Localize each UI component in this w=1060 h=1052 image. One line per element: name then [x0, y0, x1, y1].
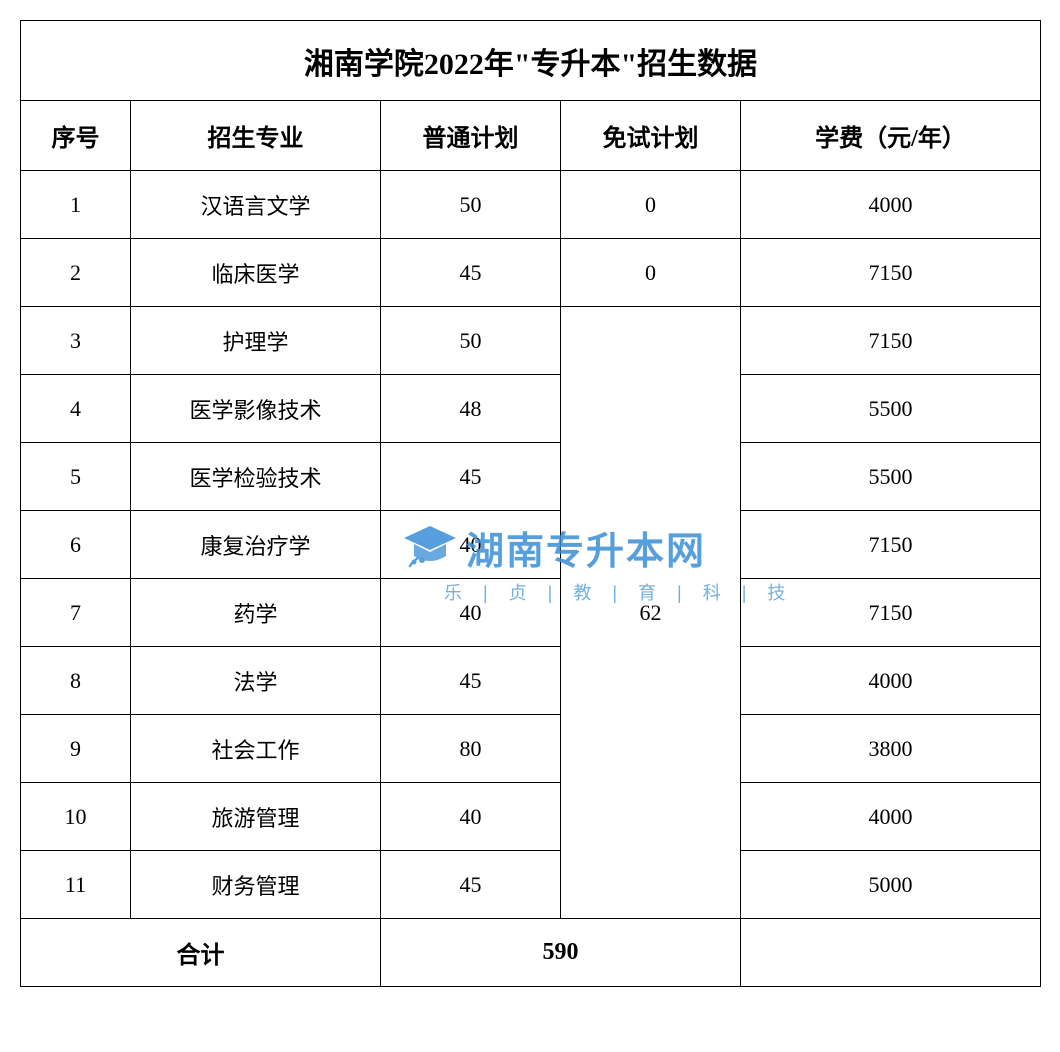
table-row: 4 医学影像技术 48 5500 [21, 375, 1041, 443]
cell-seq: 9 [21, 715, 131, 783]
table-row: 10 旅游管理 40 4000 [21, 783, 1041, 851]
cell-regular: 45 [381, 239, 561, 307]
table-row: 6 康复治疗学 40 7150 [21, 511, 1041, 579]
cell-fee: 4000 [741, 783, 1041, 851]
cell-regular: 45 [381, 851, 561, 919]
header-seq: 序号 [21, 101, 131, 171]
table-title-row: 湘南学院2022年"专升本"招生数据 [21, 21, 1041, 101]
cell-fee: 4000 [741, 647, 1041, 715]
cell-regular: 40 [381, 783, 561, 851]
cell-seq: 10 [21, 783, 131, 851]
cell-major: 旅游管理 [131, 783, 381, 851]
cell-major: 财务管理 [131, 851, 381, 919]
cell-major: 法学 [131, 647, 381, 715]
table-row: 5 医学检验技术 45 5500 [21, 443, 1041, 511]
cell-regular: 40 [381, 579, 561, 647]
cell-seq: 7 [21, 579, 131, 647]
cell-regular: 80 [381, 715, 561, 783]
cell-major: 康复治疗学 [131, 511, 381, 579]
cell-seq: 3 [21, 307, 131, 375]
table-title: 湘南学院2022年"专升本"招生数据 [21, 21, 1041, 101]
table-summary-row: 合计 590 [21, 919, 1041, 987]
cell-major: 医学检验技术 [131, 443, 381, 511]
table-row: 1 汉语言文学 50 0 4000 [21, 171, 1041, 239]
header-exempt-plan: 免试计划 [561, 101, 741, 171]
cell-seq: 2 [21, 239, 131, 307]
summary-label: 合计 [21, 919, 381, 987]
header-regular-plan: 普通计划 [381, 101, 561, 171]
cell-regular: 40 [381, 511, 561, 579]
cell-regular: 48 [381, 375, 561, 443]
cell-regular: 50 [381, 307, 561, 375]
cell-seq: 1 [21, 171, 131, 239]
cell-seq: 4 [21, 375, 131, 443]
cell-seq: 8 [21, 647, 131, 715]
cell-regular: 45 [381, 443, 561, 511]
table-row: 8 法学 45 4000 [21, 647, 1041, 715]
cell-major: 社会工作 [131, 715, 381, 783]
cell-fee: 5500 [741, 375, 1041, 443]
table-row: 2 临床医学 45 0 7150 [21, 239, 1041, 307]
table-row: 7 药学 40 7150 [21, 579, 1041, 647]
cell-exempt: 0 [561, 239, 741, 307]
cell-exempt-merged: 62 [561, 307, 741, 919]
cell-fee: 7150 [741, 239, 1041, 307]
summary-empty [741, 919, 1041, 987]
cell-fee: 5000 [741, 851, 1041, 919]
cell-fee: 7150 [741, 511, 1041, 579]
cell-fee: 7150 [741, 307, 1041, 375]
cell-seq: 5 [21, 443, 131, 511]
cell-major: 护理学 [131, 307, 381, 375]
cell-fee: 5500 [741, 443, 1041, 511]
admission-table-container: 湘南学院2022年"专升本"招生数据 序号 招生专业 普通计划 免试计划 学费（… [20, 20, 1040, 987]
cell-fee: 4000 [741, 171, 1041, 239]
cell-fee: 3800 [741, 715, 1041, 783]
cell-regular: 45 [381, 647, 561, 715]
cell-major: 汉语言文学 [131, 171, 381, 239]
cell-major: 医学影像技术 [131, 375, 381, 443]
cell-major: 临床医学 [131, 239, 381, 307]
cell-fee: 7150 [741, 579, 1041, 647]
header-major: 招生专业 [131, 101, 381, 171]
cell-seq: 11 [21, 851, 131, 919]
header-fee: 学费（元/年） [741, 101, 1041, 171]
cell-regular: 50 [381, 171, 561, 239]
cell-seq: 6 [21, 511, 131, 579]
table-row: 3 护理学 50 62 7150 [21, 307, 1041, 375]
table-header-row: 序号 招生专业 普通计划 免试计划 学费（元/年） [21, 101, 1041, 171]
table-row: 11 财务管理 45 5000 [21, 851, 1041, 919]
table-row: 9 社会工作 80 3800 [21, 715, 1041, 783]
admission-table: 湘南学院2022年"专升本"招生数据 序号 招生专业 普通计划 免试计划 学费（… [20, 20, 1041, 987]
cell-exempt: 0 [561, 171, 741, 239]
cell-major: 药学 [131, 579, 381, 647]
summary-total: 590 [381, 919, 741, 987]
